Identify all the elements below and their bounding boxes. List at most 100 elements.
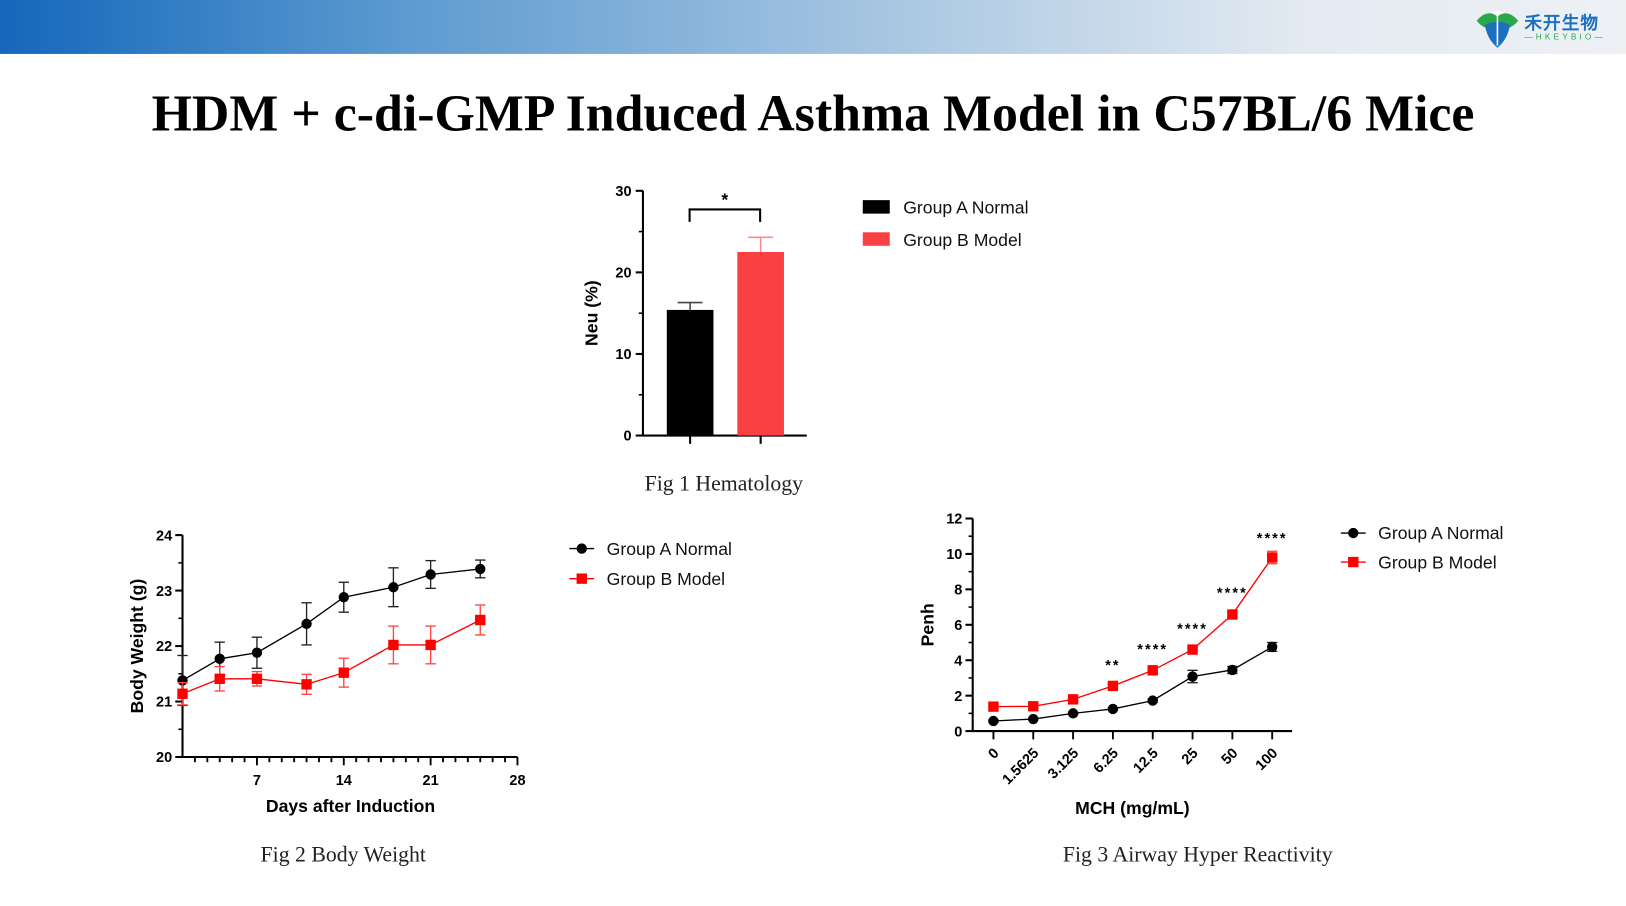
fig2-series-line [182,568,481,682]
fig2-data-point [177,688,188,699]
fig2-data-point [475,614,486,626]
fig3-series-line [993,557,1273,708]
company-logo: 禾开生物 —HKEYBIO— [1475,4,1620,50]
fig3-significance-stars: ** [1105,658,1120,674]
fig2-y-tick-label: 24 [156,528,172,544]
fig2-data-point [338,667,349,678]
fig3-x-tick-label: 25 [1179,745,1202,768]
fig3-legend-marker [1348,527,1359,539]
fig3-data-point [1067,694,1079,705]
fig3-x-axis-label: MCH (mg/mL) [1075,798,1189,818]
fig2-legend-label: Group A Normal [607,539,732,559]
fig3-x-tick-label: 12.5 [1131,745,1162,776]
fig3-x-tick-label: 3.125 [1045,745,1082,782]
fig1-bar [666,309,714,436]
fig1-y-tick-label: 0 [623,429,631,445]
fig2-data-point [301,679,312,690]
fig3-data-point [1028,701,1039,712]
fig2-data-point [301,618,312,630]
fig2-data-point [251,673,263,684]
fig3-data-point [1187,671,1198,682]
fig2-data-point [251,647,263,658]
fig3-legend-marker [1348,556,1359,568]
fig3-y-tick-label: 6 [954,618,962,634]
leaf-shield-logo-icon [1476,10,1519,48]
fig3-x-tick-label: 100 [1253,745,1281,773]
fig1-legend-label: Group A Normal [903,198,1028,218]
fig3-y-tick-label: 12 [946,512,962,528]
fig3-legend-label: Group B Model [1378,552,1496,572]
fig2-x-tick-label: 21 [423,773,439,789]
fig2-y-tick-label: 21 [156,695,172,711]
fig2-caption: Fig 2 Body Weight [260,842,426,867]
fig1-bar [737,251,784,436]
fig1-legend-swatch [862,232,890,246]
fig2-data-point [475,563,486,575]
fig3-data-point [1267,552,1278,563]
fig3-x-tick-label: 1.5625 [1000,745,1043,788]
fig2-y-tick-label: 20 [156,750,172,766]
fig3-data-point [988,715,999,727]
fig1-y-tick-label: 20 [615,266,631,282]
fig2-data-point [214,673,225,684]
fig1-significance-star: * [721,189,728,209]
fig1-legend-label: Group B Model [903,230,1021,250]
fig2-series-line [182,619,481,695]
fig3-data-point [1227,609,1238,620]
fig3-data-point [1107,680,1119,692]
fig3-data-point [1067,708,1079,719]
fig2-x-axis-label: Days after Induction [266,796,435,816]
fig3-y-axis-label: Penh [917,603,937,646]
fig3-significance-stars: **** [1257,531,1288,547]
fig2-x-tick-label: 14 [336,773,352,789]
fig3-data-point [1267,641,1278,653]
fig3-data-point [1028,713,1039,725]
fig3-y-tick-label: 10 [946,547,962,563]
fig3-data-point [988,701,999,712]
fig1-significance-bracket [688,208,762,222]
fig2-data-point [388,582,399,593]
fig2-data-point [214,653,225,664]
logo-name-en: —HKEYBIO— [1524,32,1606,42]
fig3-y-tick-label: 8 [954,583,962,599]
fig2-x-tick-label: 28 [509,773,525,789]
fig2-y-tick-label: 22 [156,639,172,655]
fig3-x-tick-label: 50 [1219,745,1242,768]
fig3-x-tick-label: 0 [985,745,1002,762]
fig3-x-tick-label: 6.25 [1091,745,1122,776]
logo-name-cn: 禾开生物 [1524,13,1600,34]
fig3-significance-stars: **** [1137,642,1168,658]
fig3-legend-label: Group A Normal [1378,523,1503,543]
header-bar [0,0,1626,54]
fig3-data-point [1147,665,1158,676]
fig3-data-point [1107,703,1119,715]
fig1-y-tick-label: 30 [615,184,631,200]
fig2-data-point [388,639,399,651]
fig3-significance-stars: **** [1177,621,1208,637]
fig3-y-tick-label: 0 [954,724,962,740]
fig2-legend-label: Group B Model [607,569,725,589]
fig2-y-tick-label: 23 [156,584,172,600]
fig3-significance-stars: **** [1217,585,1248,601]
page-title: HDM + c-di-GMP Induced Asthma Model in C… [151,83,1475,143]
fig2-data-point [338,592,349,603]
fig1-legend-swatch [862,200,890,214]
fig2-data-point [425,569,436,580]
fig3-y-tick-label: 2 [954,689,962,705]
fig3-y-tick-label: 4 [954,653,962,669]
fig2-y-axis-label: Body Weight (g) [127,579,147,714]
fig2-x-tick-label: 7 [253,773,261,789]
fig1-y-tick-label: 10 [615,347,631,363]
fig2-data-point [425,639,436,651]
fig2-legend-marker [576,543,587,554]
fig1-y-axis-label: Neu (%) [581,280,601,346]
fig1-caption: Fig 1 Hematology [644,470,804,496]
fig2-legend-marker [576,573,587,584]
fig3-data-point [1227,664,1238,676]
fig3-series-line [993,646,1273,722]
fig3-caption: Fig 3 Airway Hyper Reactivity [1062,842,1333,867]
fig3-data-point [1187,644,1198,655]
fig3-data-point [1147,695,1158,706]
